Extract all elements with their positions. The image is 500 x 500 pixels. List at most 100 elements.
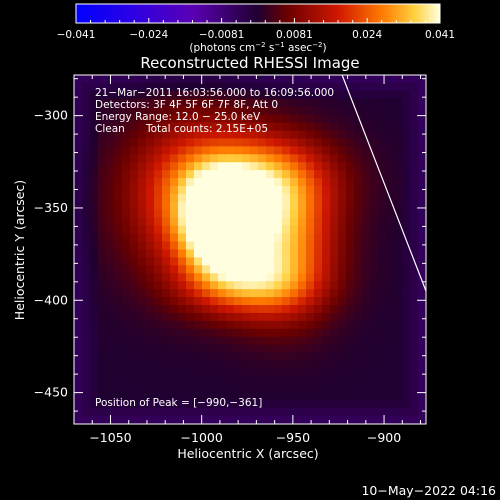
heatmap-cell <box>194 392 203 401</box>
heatmap-cell <box>378 344 387 354</box>
heatmap-cell <box>370 360 379 370</box>
heatmap-cell <box>346 75 355 84</box>
heatmap-cell <box>82 352 91 362</box>
heatmap-cell <box>258 82 267 92</box>
heatmap-cell <box>354 328 363 338</box>
heatmap-cell <box>162 312 171 322</box>
heatmap-cell <box>74 320 83 330</box>
heatmap-cell <box>130 201 139 211</box>
heatmap-cell <box>394 408 403 417</box>
heatmap-cell <box>154 82 163 92</box>
heatmap-cell <box>234 233 243 243</box>
heatmap-cell <box>122 360 131 370</box>
heatmap-cell <box>378 186 387 195</box>
heatmap-cell <box>162 320 171 330</box>
heatmap-cell <box>170 336 179 346</box>
heatmap-cell <box>82 154 91 163</box>
heatmap-cell <box>122 130 131 140</box>
heatmap-cell <box>82 106 91 116</box>
heatmap-cell <box>106 273 115 282</box>
heatmap-cell <box>82 336 91 346</box>
heatmap-cell <box>114 305 123 314</box>
heatmap-cell <box>202 273 211 282</box>
heatmap-cell <box>258 106 267 116</box>
heatmap-cell <box>114 408 123 417</box>
heatmap-cell <box>242 162 251 171</box>
heatmap-cell <box>74 130 83 140</box>
heatmap-cell <box>146 186 155 195</box>
heatmap-cell <box>266 130 275 140</box>
heatmap-cell <box>74 305 83 314</box>
heatmap-cell <box>98 305 107 314</box>
colorbar-tick-label: −0.0081 <box>199 29 245 41</box>
heatmap-cell <box>98 320 107 330</box>
heatmap-cell <box>170 209 179 219</box>
heatmap-cell <box>210 82 219 92</box>
heatmap-cell <box>170 114 179 124</box>
heatmap-cell <box>74 106 83 116</box>
heatmap-cell <box>314 178 323 187</box>
heatmap-cell <box>242 217 251 227</box>
heatmap-cell <box>386 98 395 108</box>
heatmap-cell <box>186 217 195 227</box>
heatmap-cell <box>178 146 187 155</box>
heatmap-cell <box>282 376 291 385</box>
heatmap-cell <box>354 162 363 171</box>
heatmap-cell <box>346 241 355 251</box>
heatmap-cell <box>106 122 115 132</box>
heatmap-cell <box>274 297 283 306</box>
heatmap-cell <box>418 400 426 409</box>
heatmap-cell <box>362 408 371 417</box>
heatmap-cell <box>154 114 163 124</box>
heatmap-cell <box>386 305 395 314</box>
heatmap-cell <box>386 146 395 155</box>
heatmap-cell <box>410 154 419 163</box>
heatmap-cell <box>74 186 83 195</box>
heatmap-cell <box>90 217 99 227</box>
heatmap-cell <box>370 265 379 274</box>
heatmap-cell <box>338 98 347 108</box>
heatmap-cell <box>322 289 331 298</box>
heatmap-cell <box>394 400 403 409</box>
heatmap-cell <box>298 360 307 370</box>
heatmap-cell <box>226 241 235 251</box>
heatmap-cell <box>138 416 147 424</box>
heatmap-cell <box>338 360 347 370</box>
heatmap-cell <box>90 162 99 171</box>
heatmap-cell <box>410 201 419 211</box>
heatmap-cell <box>74 193 83 203</box>
heatmap-cell <box>218 273 227 282</box>
heatmap-cell <box>250 106 259 116</box>
heatmap-cell <box>274 352 283 362</box>
heatmap-cell <box>282 193 291 203</box>
heatmap-cell <box>386 138 395 147</box>
heatmap-cell <box>146 170 155 179</box>
heatmap-cell <box>298 241 307 251</box>
heatmap-cell <box>242 376 251 385</box>
heatmap-cell <box>74 75 83 84</box>
heatmap-cell <box>362 186 371 195</box>
heatmap-cell <box>410 130 419 140</box>
heatmap-cell <box>106 289 115 298</box>
heatmap-cell <box>274 416 283 424</box>
heatmap-cell <box>146 312 155 322</box>
heatmap-cell <box>346 352 355 362</box>
heatmap-cell <box>146 241 155 251</box>
heatmap-cell <box>378 233 387 243</box>
heatmap-cell <box>386 217 395 227</box>
heatmap-cell <box>378 368 387 378</box>
heatmap-cell <box>154 416 163 424</box>
heatmap-cell <box>114 98 123 108</box>
heatmap-cell <box>98 114 107 124</box>
heatmap-cell <box>162 328 171 338</box>
heatmap-cell <box>362 114 371 124</box>
heatmap-cell <box>250 209 259 219</box>
heatmap-cell <box>242 122 251 132</box>
annotation-detectors: Detectors: 3F 4F 5F 6F 7F 8F, Att 0 <box>95 99 278 111</box>
heatmap-cell <box>146 265 155 274</box>
heatmap-cell <box>130 249 139 259</box>
heatmap-cell <box>354 186 363 195</box>
heatmap-cell <box>74 201 83 211</box>
heatmap-cell <box>130 130 139 140</box>
heatmap-cell <box>298 201 307 211</box>
